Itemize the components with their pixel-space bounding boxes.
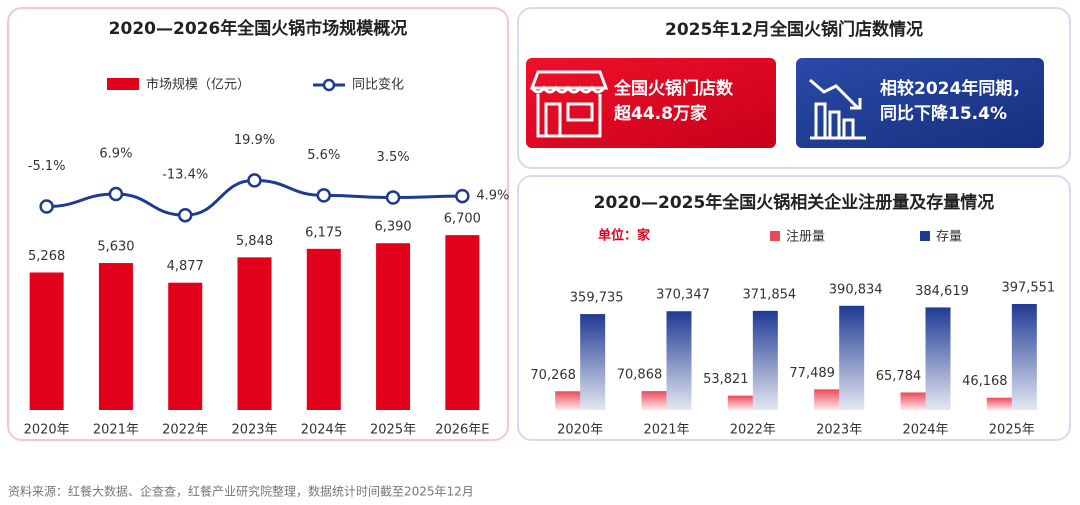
data-label: 6,700 [444,212,481,227]
data-label: 3.5% [377,150,410,165]
data-label: 371,854 [742,287,796,302]
bar [986,397,1012,410]
bar [555,391,581,410]
bar [1011,303,1037,410]
bar [376,243,411,410]
x-tick-label: 2025年 [989,423,1035,438]
chart-title: 2020—2026年全国火锅市场规模概况 [109,18,408,39]
bar [98,263,133,410]
data-label: 370,347 [656,288,710,303]
data-label: 397,551 [1001,280,1055,295]
bar [641,391,667,410]
bar [580,314,606,410]
data-label: 384,619 [915,284,969,299]
bar [752,310,778,410]
legend-label: 注册量 [786,230,825,245]
card-text: 超44.8万家 [614,103,707,124]
source: 资料来源：红餐大数据、企查查，红餐产业研究院整理，数据统计时间截至2025年12… [8,484,474,499]
decline-icon [809,78,866,140]
line-point [316,188,332,203]
line-point [108,186,124,202]
line-point [455,188,470,204]
x-tick-label: 2024年 [902,423,948,438]
x-tick-label: 2020年 [24,423,70,438]
line-point [39,199,54,214]
data-label: -5.1% [28,159,66,174]
x-tick-label: 2026年E [435,423,489,438]
data-label: 5.6% [307,148,340,163]
card-text: 同比下降15.4% [880,103,1007,124]
data-label: 53,821 [703,372,749,387]
legend-swatch [107,78,139,90]
legend-label: 同比变化 [352,77,404,93]
panel-title: 2025年12月全国火锅门店数情况 [665,19,923,40]
data-label: 5,630 [97,240,134,255]
data-label: 6,175 [305,225,342,240]
bar [168,282,203,410]
bar [814,389,840,410]
line-point [177,207,193,223]
legend-swatch [770,231,780,241]
stat-card [796,58,1044,148]
card-text: 相较2024年同期， [880,78,1029,99]
bar [445,235,480,410]
bar [306,248,341,410]
data-label: 5,848 [236,234,273,249]
unit-label: 单位：家 [598,228,651,244]
x-tick-label: 2023年 [816,423,862,438]
data-label: 6,390 [374,220,411,235]
x-tick-label: 2023年 [231,423,277,438]
stat-card [526,58,776,148]
data-label: 70,868 [617,368,663,383]
x-tick-label: 2021年 [93,423,139,438]
x-tick-label: 2024年 [301,423,347,438]
data-label: 4,877 [167,259,204,274]
data-label: 4.9% [476,189,509,204]
bar [727,395,753,410]
legend-swatch [322,78,336,92]
x-tick-label: 2022年 [730,423,776,438]
bar [237,257,272,410]
x-tick-label: 2025年 [370,423,416,438]
bar [29,272,64,410]
legend-swatch [920,231,930,241]
data-label: 390,834 [829,282,883,297]
card-text: 全国火锅门店数 [613,78,734,99]
data-label: 19.9% [234,133,275,148]
data-label: -13.4% [162,168,208,183]
chart-title: 2020—2025年全国火锅相关企业注册量及存量情况 [594,192,995,213]
x-tick-label: 2020年 [557,423,603,438]
x-tick-label: 2021年 [643,423,689,438]
bar [925,307,951,410]
data-label: 6.9% [99,146,132,161]
bar [666,311,692,410]
x-tick-label: 2022年 [162,423,208,438]
data-label: 5,268 [28,249,65,264]
data-label: 65,784 [876,369,922,384]
data-label: 70,268 [530,368,576,383]
legend-label: 市场规模（亿元） [146,77,250,93]
data-label: 359,735 [570,291,624,306]
bar [900,392,926,410]
line-point [385,190,401,205]
line-point [247,173,262,188]
data-label: 46,168 [962,374,1008,389]
store-icon [529,70,609,138]
data-label: 77,489 [789,366,835,381]
legend-label: 存量 [936,230,962,245]
bar [839,305,865,410]
